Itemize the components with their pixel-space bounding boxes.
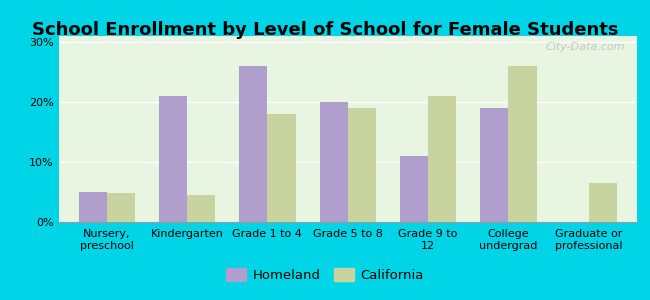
Text: City-Data.com: City-Data.com: [546, 42, 625, 52]
Bar: [348, 108, 376, 222]
Bar: [480, 108, 508, 222]
Legend: Homeland, California: Homeland, California: [221, 262, 429, 287]
Bar: [187, 195, 215, 222]
Bar: [267, 114, 296, 222]
Bar: [320, 102, 348, 222]
Bar: [589, 183, 617, 222]
Bar: [239, 66, 267, 222]
Bar: [107, 193, 135, 222]
Bar: [400, 156, 428, 222]
Bar: [428, 96, 456, 222]
Bar: [159, 96, 187, 222]
Text: School Enrollment by Level of School for Female Students: School Enrollment by Level of School for…: [32, 21, 618, 39]
Bar: [508, 66, 536, 222]
Bar: [79, 192, 107, 222]
